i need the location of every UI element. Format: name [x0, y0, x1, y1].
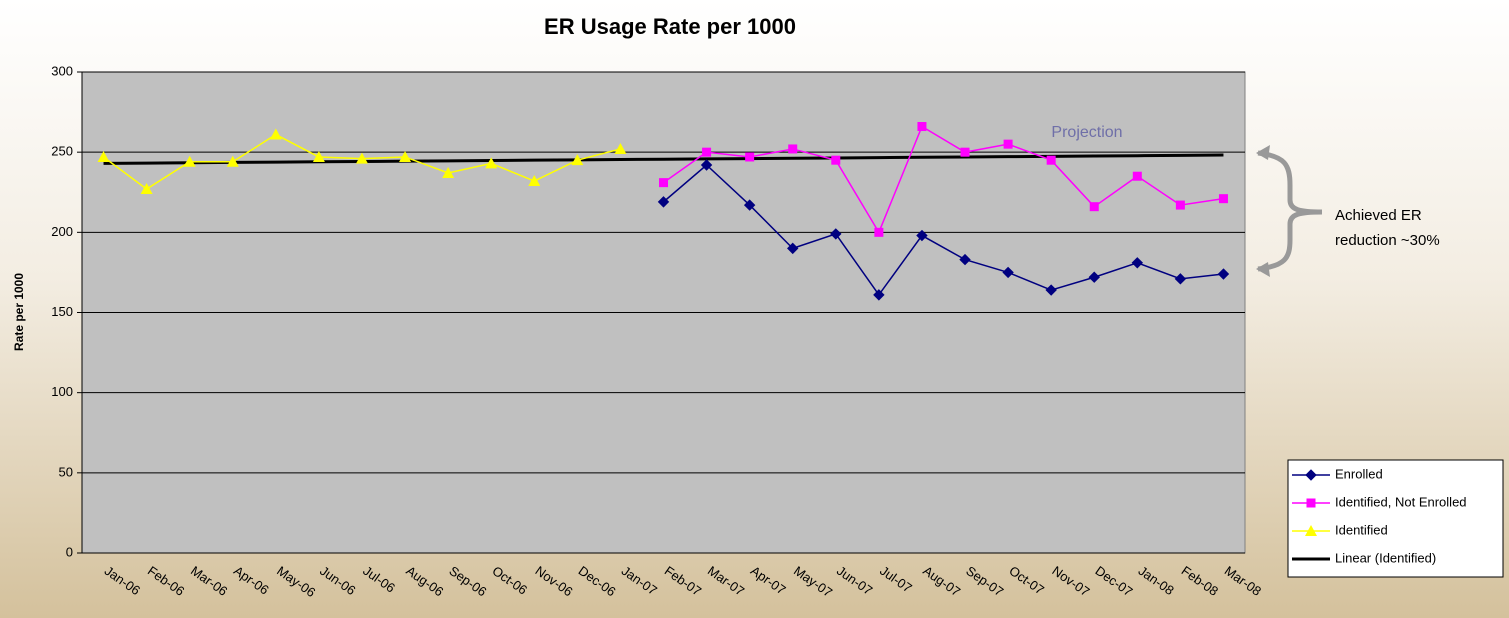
data-point	[959, 253, 971, 266]
data-point	[700, 159, 713, 171]
data-point	[312, 150, 325, 162]
projection-label: Projection	[1051, 124, 1122, 141]
legend-marker	[1305, 469, 1317, 481]
reduction-label: Achieved ER	[1335, 207, 1422, 224]
y-tick-label: 100	[51, 384, 73, 399]
data-point	[1218, 194, 1228, 204]
data-point	[1132, 171, 1142, 181]
trend-line	[103, 153, 1224, 165]
legend-marker	[1306, 498, 1316, 508]
legend-label: Linear (Identified)	[1335, 550, 1436, 565]
data-point	[528, 175, 541, 187]
data-point	[1002, 266, 1014, 279]
data-point	[1175, 200, 1185, 210]
data-point	[1003, 139, 1013, 149]
data-point	[787, 242, 799, 255]
data-point	[571, 154, 584, 166]
chart-title: ER Usage Rate per 1000	[544, 14, 796, 39]
y-axis-label: Rate per 1000	[12, 273, 26, 351]
series-line	[663, 125, 1224, 235]
data-point	[614, 142, 627, 154]
y-tick-label: 0	[66, 544, 73, 559]
legend-label: Identified	[1335, 522, 1388, 537]
data-point	[917, 122, 927, 132]
data-point	[1046, 155, 1056, 165]
y-tick-label: 150	[51, 304, 73, 319]
series-line	[663, 163, 1224, 297]
data-point	[657, 196, 670, 208]
data-point	[183, 155, 196, 167]
data-point	[659, 178, 668, 188]
data-point	[702, 147, 712, 157]
y-tick-label: 250	[51, 144, 73, 159]
data-point	[831, 155, 841, 165]
data-point	[745, 152, 755, 162]
data-point	[1088, 271, 1100, 283]
data-point	[399, 150, 412, 162]
data-point	[873, 289, 885, 301]
data-point	[874, 227, 884, 237]
data-point	[442, 167, 455, 179]
data-point	[743, 199, 756, 211]
data-point	[485, 157, 498, 169]
data-point	[1045, 284, 1057, 296]
data-point	[355, 152, 368, 164]
data-point	[1217, 268, 1230, 280]
data-point	[788, 144, 798, 154]
data-point	[830, 228, 842, 240]
data-point	[269, 128, 282, 140]
data-point	[960, 147, 970, 157]
y-tick-label: 50	[59, 464, 73, 479]
legend-label: Enrolled	[1335, 466, 1383, 481]
data-point	[1089, 202, 1099, 212]
reduction-label: reduction ~30%	[1335, 232, 1440, 249]
data-point	[1131, 257, 1144, 269]
data-point	[97, 150, 110, 162]
y-tick-label: 300	[51, 63, 73, 78]
data-point	[226, 155, 239, 167]
reduction-brace	[1257, 150, 1323, 272]
legend-label: Identified, Not Enrolled	[1335, 494, 1467, 509]
legend-marker	[1305, 525, 1317, 536]
data-point	[140, 183, 153, 195]
y-tick-label: 200	[51, 224, 73, 239]
data-point	[916, 229, 928, 242]
data-point	[1174, 273, 1187, 285]
